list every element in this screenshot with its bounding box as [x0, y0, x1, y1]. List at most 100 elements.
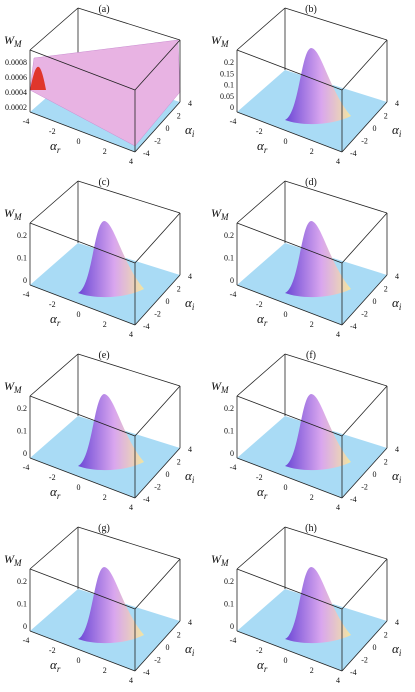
panel-a: (a) WM 0.0008 0.0006 0.0004 0.0002 -4 -2 0 2 4 αr 4 2…: [0, 0, 207, 173]
x-tick-label: 2: [103, 320, 107, 329]
y-tick-label: 4: [395, 445, 399, 454]
y-tick-label: -4: [350, 495, 357, 504]
x-axis-label: αr: [50, 484, 61, 501]
x-tick-label: 0: [284, 483, 288, 492]
y-tick-label: 0: [166, 124, 170, 133]
box-edge: [236, 222, 343, 264]
x-axis-label: αr: [257, 311, 268, 328]
x-tick-label: 0: [77, 656, 81, 665]
panel-c: (c) WM 0.2 0.1 0 -4 -2 0 2 4 αr 4 2 0 -2 -4 αi: [0, 173, 207, 346]
z-axis-label: WM: [4, 33, 22, 49]
box-edge: [29, 568, 136, 610]
box-edge: [341, 101, 388, 153]
peak-surface: [78, 221, 144, 298]
box-edge: [284, 180, 388, 214]
y-tick-label: -4: [143, 322, 150, 331]
y-tick-label: 4: [188, 272, 192, 281]
x-axis-label: αr: [257, 138, 268, 155]
x-tick-label: 4: [129, 503, 133, 512]
box-edge: [134, 101, 181, 153]
x-tick-label: 2: [310, 147, 314, 156]
y-tick-label: -2: [154, 310, 161, 319]
box-edge: [77, 526, 181, 560]
box-edge: [236, 111, 343, 153]
y-tick-label: -2: [154, 137, 161, 146]
y-tick-label: 2: [177, 458, 181, 467]
x-tick-label: 4: [129, 330, 133, 339]
box-edge: [77, 7, 181, 41]
z-tick-label: 0: [230, 103, 234, 112]
z-axis-label: WM: [211, 33, 229, 49]
panel-f: (f) WM 0.2 0.1 0 -4 -2 0 2 4 αr 4 2 0 -2 -4 αi: [207, 346, 414, 519]
x-tick-label: 2: [310, 666, 314, 675]
box-edge: [134, 274, 181, 326]
x-tick-label: 0: [77, 310, 81, 319]
box-edge: [29, 111, 136, 153]
y-tick-label: 0: [373, 124, 377, 133]
z-tick-label: 0.2: [224, 58, 234, 67]
y-axis-label: αi: [392, 468, 402, 485]
box-edge: [236, 7, 286, 51]
z-tick-label: 0.1: [17, 254, 27, 263]
y-tick-label: 2: [384, 112, 388, 121]
box-edge: [29, 7, 79, 51]
z-axis-label: WM: [211, 206, 229, 222]
box-edge: [29, 284, 136, 326]
panel-h: (h) WM 0.2 0.1 0 -4 -2 0 2 4 αr 4 2 0 -2 -4 αi: [207, 519, 414, 692]
peak-surface: [285, 221, 351, 298]
x-tick-label: 2: [310, 320, 314, 329]
box-edge: [77, 353, 181, 387]
box-edge: [236, 395, 343, 437]
plot-3d-0: (a)WM0.00080.00060.00040.0002-4-2024αr42…: [4, 4, 195, 166]
z-tick-label: 0: [230, 449, 234, 458]
box-edge: [341, 274, 388, 326]
z-axis-label: WM: [4, 552, 22, 568]
box-edge: [341, 212, 388, 264]
panel-label: (g): [98, 523, 110, 534]
y-axis-label: αi: [185, 468, 195, 485]
x-tick-label: 0: [77, 483, 81, 492]
panel-label: (e): [98, 350, 109, 361]
x-tick-label: -4: [23, 117, 30, 126]
box-edge: [341, 39, 388, 91]
x-tick-label: 0: [284, 656, 288, 665]
x-tick-label: -4: [230, 463, 237, 472]
box-edge: [284, 7, 388, 41]
y-tick-label: -4: [350, 149, 357, 158]
box-edge: [236, 49, 343, 91]
panel-d: (d) WM 0.2 0.1 0 -4 -2 0 2 4 αr 4 2 0 -2 -4 αi: [207, 173, 414, 346]
y-tick-label: 4: [188, 618, 192, 627]
y-tick-label: 2: [177, 112, 181, 121]
x-axis-label: αr: [50, 657, 61, 674]
x-tick-label: 2: [103, 666, 107, 675]
z-tick-label: 0.0002: [5, 103, 27, 112]
box-edge: [134, 385, 181, 437]
box-edge: [29, 457, 136, 499]
y-tick-label: 0: [166, 643, 170, 652]
x-tick-label: 4: [336, 157, 340, 166]
x-tick-label: -2: [49, 473, 56, 482]
box-edge: [341, 385, 388, 437]
box-edge: [236, 526, 286, 570]
box-edge: [236, 353, 286, 397]
box-edge: [134, 447, 181, 499]
box-edge: [236, 180, 286, 224]
y-tick-label: 4: [188, 445, 192, 454]
y-tick-label: -4: [143, 149, 150, 158]
box-edge: [77, 180, 181, 214]
x-tick-label: 2: [103, 147, 107, 156]
x-axis-label: αr: [50, 138, 61, 155]
y-tick-label: -4: [143, 668, 150, 677]
y-tick-label: 0: [373, 297, 377, 306]
y-tick-label: 4: [395, 618, 399, 627]
panel-label: (f): [306, 350, 316, 361]
x-tick-label: -4: [230, 117, 237, 126]
peak-surface: [285, 394, 351, 471]
box-edge: [29, 49, 136, 91]
box-edge: [29, 630, 136, 672]
